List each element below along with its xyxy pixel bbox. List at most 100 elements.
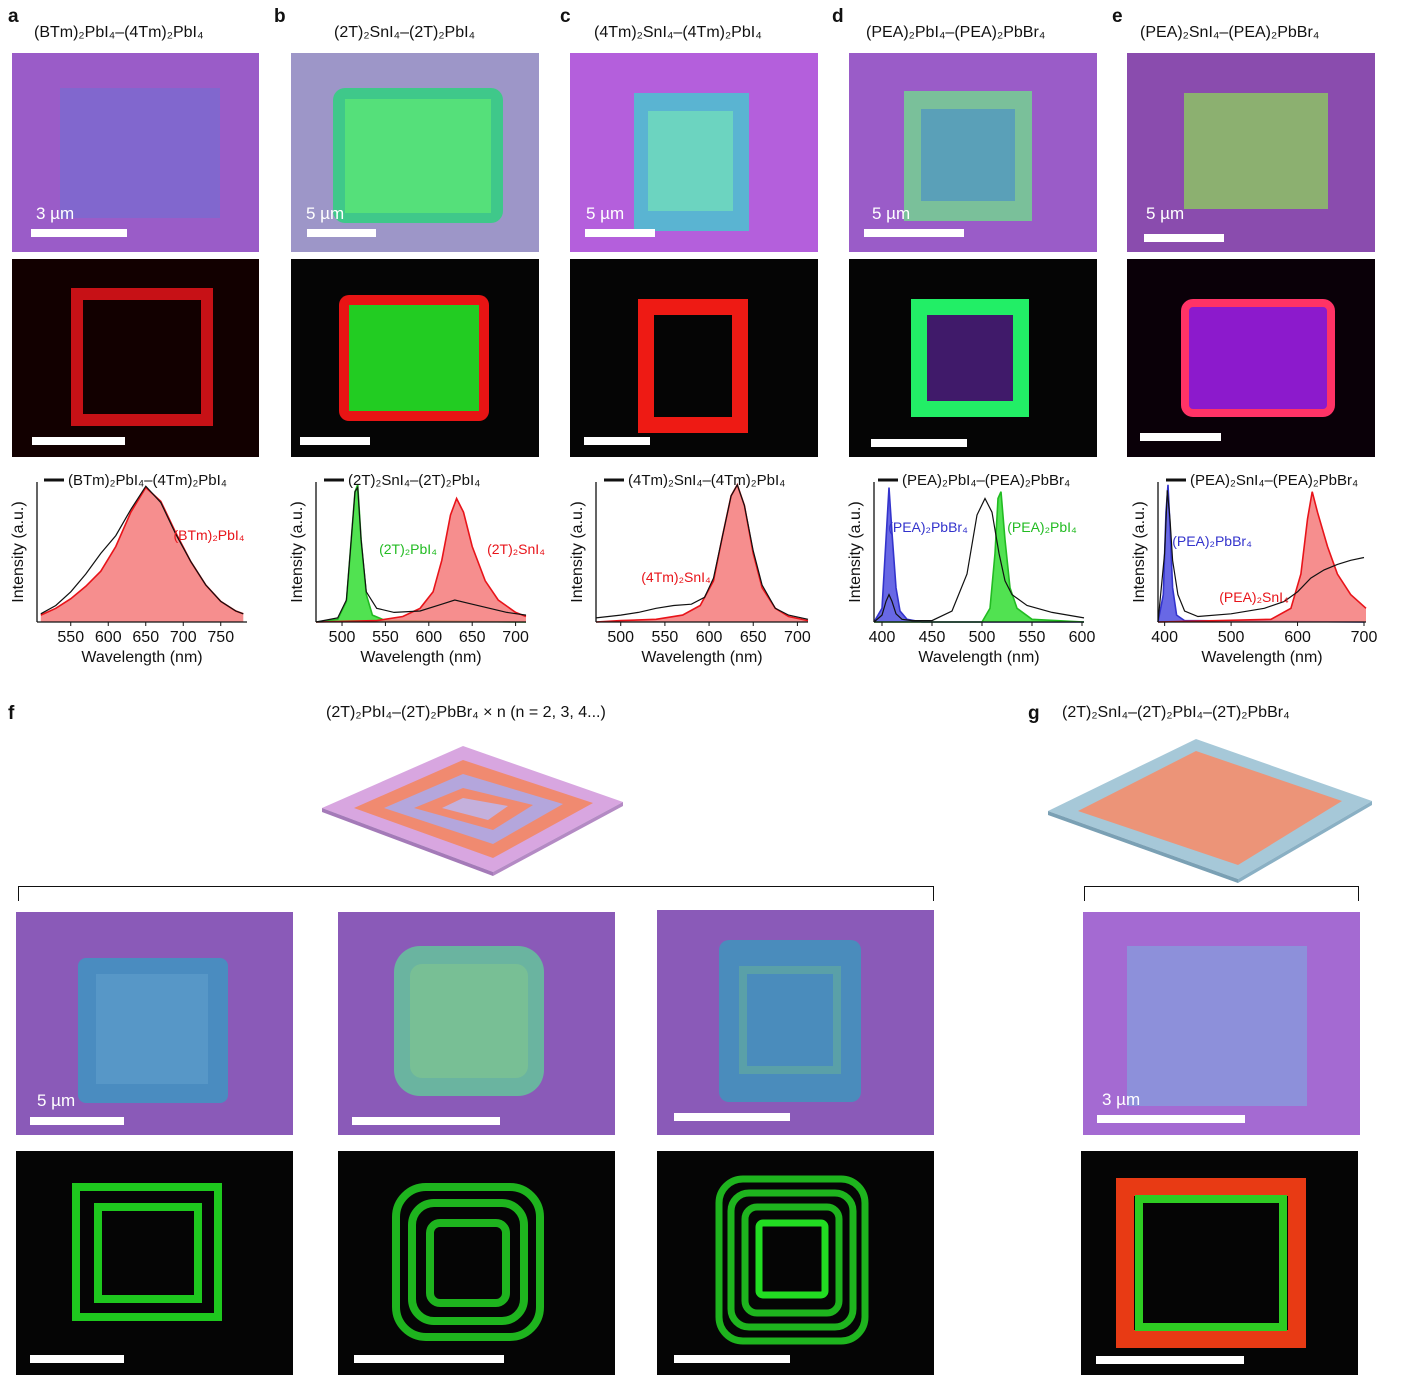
x-tick-label-e-600: 600: [1284, 629, 1311, 646]
spectrum-a: 550 600 650 700 750 Wavelength (nm) Intensity …: [0, 462, 270, 677]
panel-label-f: f: [8, 703, 15, 724]
legend-label-b: (2T)₂SnI₄–(2T)₂PbI₄: [348, 472, 480, 489]
x-tick-label-c-650: 650: [740, 629, 767, 646]
pl-image-f3: [657, 1151, 934, 1375]
panel-label-e: e: [1112, 6, 1123, 27]
scale-bar-c: [585, 229, 655, 237]
x-tick-label-c-600: 600: [696, 629, 723, 646]
x-axis-title-d: Wavelength (nm): [918, 649, 1039, 666]
pl-scale-bar-f2: [354, 1355, 504, 1363]
series-area-d-0: [874, 487, 1084, 622]
series-line-b-1: [315, 496, 527, 623]
scale-bar-f3: [674, 1113, 790, 1121]
series-label-e-1: (PEA)₂SnI₄: [1219, 589, 1289, 605]
panel-label-b: b: [274, 6, 286, 27]
lattice-model-f: [318, 740, 628, 885]
panel-label-g: g: [1028, 703, 1040, 724]
optical-image-d: [849, 53, 1097, 252]
scale-label-c: 5 µm: [586, 204, 625, 223]
x-tick-label-b-650: 650: [459, 629, 486, 646]
pl-scale-bar-b: [300, 437, 370, 445]
scale-bar-b: [307, 229, 376, 237]
legend-label-e: (PEA)₂SnI₄–(PEA)₂PbBr₄: [1190, 472, 1358, 489]
optical-image-f2: [338, 912, 615, 1135]
series-area-c-0: [596, 484, 808, 622]
panel-title-d: (PEA)₂PbI₄–(PEA)₂PbBr₄: [866, 24, 1046, 41]
scale-label-d: 5 µm: [872, 204, 911, 223]
series-label-d-1: (PEA)₂PbI₄: [1007, 519, 1077, 535]
scale-label-g: 3 µm: [1102, 1090, 1141, 1109]
spectrum-c-svg: 500 550 600 650 700 Wavelength (nm) Intensity …: [569, 472, 811, 666]
series-label-b-0: (2T)₂PbI₄: [379, 541, 437, 557]
series-area-b-0: [316, 484, 526, 622]
x-tick-label-e-700: 700: [1351, 629, 1378, 646]
pl-scale-bar-f1: [30, 1355, 124, 1363]
y-axis-title-c: Intensity (a.u.): [569, 501, 586, 602]
x-tick-label-a-600: 600: [95, 629, 122, 646]
x-tick-label-d-600: 600: [1069, 629, 1096, 646]
x-tick-label-b-600: 600: [415, 629, 442, 646]
series-line-c-0: [595, 482, 809, 623]
panel-title-e: (PEA)₂SnI₄–(PEA)₂PbBr₄: [1140, 24, 1320, 41]
spectrum-c: 500 550 600 650 700 Wavelength (nm) Intensity …: [560, 462, 830, 677]
pl-image-e: [1127, 259, 1375, 457]
x-tick-label-d-550: 550: [1019, 629, 1046, 646]
scale-bar-d: [864, 229, 964, 237]
lattice-model-g: [1046, 735, 1376, 890]
x-tick-label-e-500: 500: [1218, 629, 1245, 646]
series-line-e-1: [1157, 491, 1367, 623]
x-tick-label-e-400: 400: [1151, 629, 1178, 646]
pl-image-f1: [16, 1151, 293, 1375]
pl-scale-bar-a: [32, 437, 125, 445]
panel-title-b: (2T)₂SnI₄–(2T)₂PbI₄: [334, 24, 476, 41]
scale-label-e: 5 µm: [1146, 204, 1185, 223]
x-tick-label-c-500: 500: [607, 629, 634, 646]
spectrum-d-svg: 400 450 500 550 600 Wavelength (nm) Intensity …: [847, 472, 1096, 666]
x-axis-title-a: Wavelength (nm): [81, 649, 202, 666]
x-tick-label-a-700: 700: [170, 629, 197, 646]
pl-scale-bar-g: [1096, 1356, 1244, 1364]
pl-image-b: [291, 259, 539, 457]
series-line-a-1: [40, 485, 244, 615]
series-area-b-1: [316, 498, 526, 622]
spectrum-e-svg: 400 500 600 700 Wavelength (nm) Intensity (a.…: [1131, 472, 1378, 666]
series-label-c-0: (4Tm)₂SnI₄: [641, 569, 711, 585]
series-line-d-0: [873, 487, 1084, 623]
panel-title-a: (BTm)₂PbI₄–(4Tm)₂PbI₄: [34, 24, 204, 41]
scale-bar-a: [31, 229, 127, 237]
x-axis-title-c: Wavelength (nm): [641, 649, 762, 666]
x-tick-label-b-700: 700: [502, 629, 529, 646]
legend-label-c: (4Tm)₂SnI₄–(4Tm)₂PbI₄: [628, 472, 785, 489]
series-line-d-2: [873, 497, 1085, 623]
series-line-d-1: [874, 491, 1085, 623]
panel-label-d: d: [832, 6, 844, 27]
series-label-e-0: (PEA)₂PbBr₄: [1172, 533, 1252, 549]
y-axis-title-b: Intensity (a.u.): [289, 501, 306, 602]
panel-label-c: c: [560, 6, 571, 27]
spectrum-a-svg: 550 600 650 700 750 Wavelength (nm) Intensity …: [10, 472, 247, 666]
optical-image-e: [1127, 53, 1375, 252]
y-axis-title-e: Intensity (a.u.): [1131, 501, 1148, 602]
optical-image-c: [570, 53, 818, 252]
optical-image-f1: [16, 912, 293, 1135]
series-label-b-1: (2T)₂SnI₄: [487, 541, 545, 557]
pl-image-a: [12, 259, 259, 457]
pl-scale-bar-e: [1140, 433, 1221, 441]
spectrum-d: 400 450 500 550 600 Wavelength (nm) Intensity …: [838, 462, 1108, 677]
y-axis-title-a: Intensity (a.u.): [10, 501, 27, 602]
spectrum-b-svg: 500 550 600 650 700 Wavelength (nm) Intensity …: [289, 472, 545, 666]
legend-label-a: (BTm)₂PbI₄–(4Tm)₂PbI₄: [68, 472, 227, 489]
x-tick-label-c-700: 700: [784, 629, 811, 646]
optical-image-f3: [657, 910, 934, 1135]
panel-label-a: a: [8, 6, 19, 27]
scale-bar-f2: [352, 1117, 500, 1125]
x-axis-title-e: Wavelength (nm): [1201, 649, 1322, 666]
panel-title-c: (4Tm)₂SnI₄–(4Tm)₂PbI₄: [594, 24, 762, 41]
scale-bar-f1: [30, 1117, 124, 1125]
scale-label-f: 5 µm: [37, 1091, 76, 1110]
x-tick-label-a-550: 550: [57, 629, 84, 646]
optical-image-g: [1083, 912, 1360, 1135]
series-line-e-2: [1157, 490, 1365, 623]
series-area-e-1: [1158, 491, 1366, 622]
x-tick-label-d-400: 400: [869, 629, 896, 646]
